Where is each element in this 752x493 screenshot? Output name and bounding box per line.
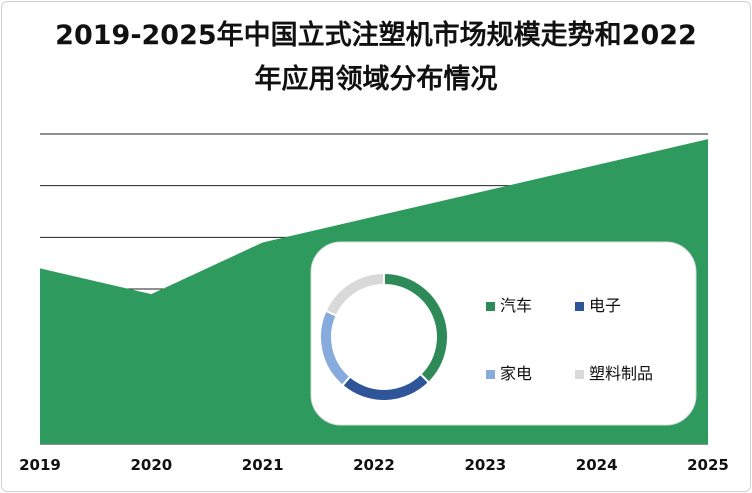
x-tick-label: 2020 bbox=[130, 456, 172, 474]
x-tick-label: 2024 bbox=[576, 456, 618, 474]
x-axis-ticks: 2019 2020 2021 2022 2023 2024 2025 bbox=[19, 456, 729, 474]
donut-chart bbox=[319, 271, 449, 402]
x-tick-label: 2023 bbox=[464, 456, 506, 474]
legend-label: 电子 bbox=[589, 296, 621, 315]
x-tick-label: 2019 bbox=[19, 456, 61, 474]
x-tick-label: 2021 bbox=[242, 456, 284, 474]
legend-label: 汽车 bbox=[500, 296, 532, 315]
donut-slice-3 bbox=[324, 271, 385, 318]
legend-swatch bbox=[575, 302, 584, 311]
title-line-2: 年应用领域分布情况 bbox=[254, 64, 498, 95]
legend-label: 家电 bbox=[500, 364, 532, 383]
x-tick-label: 2022 bbox=[353, 456, 395, 474]
legend-swatch bbox=[486, 302, 495, 311]
legend-swatch bbox=[486, 370, 495, 379]
x-tick-label: 2025 bbox=[687, 456, 729, 474]
legend-swatch bbox=[575, 370, 584, 379]
chart-title: 2019-2025年中国立式注塑机市场规模走势和2022 年应用领域分布情况 bbox=[0, 14, 752, 102]
legend-label: 塑料制品 bbox=[589, 364, 653, 383]
title-line-1: 2019-2025年中国立式注塑机市场规模走势和2022 bbox=[55, 20, 697, 51]
